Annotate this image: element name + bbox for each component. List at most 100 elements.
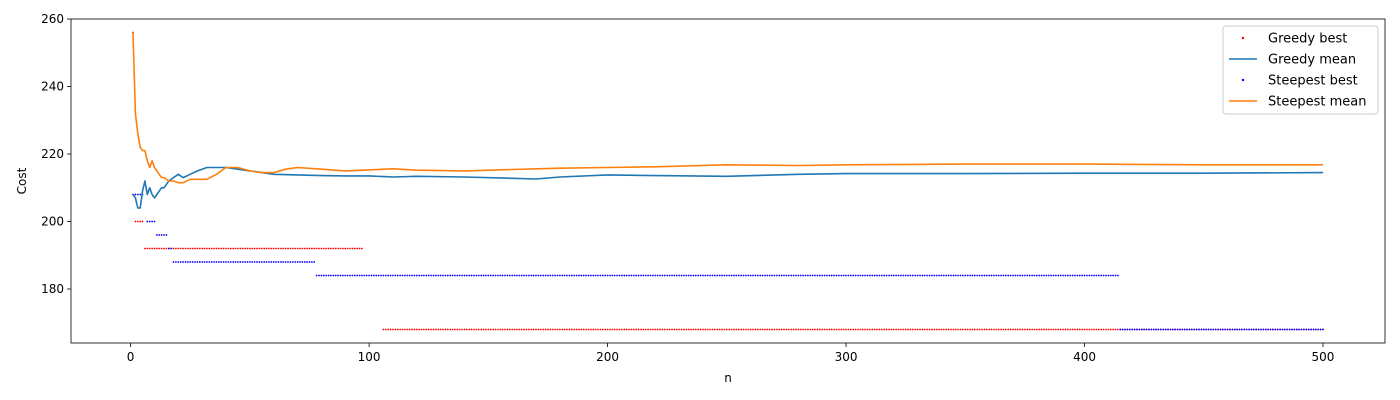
steepest-best-point <box>690 274 692 277</box>
steepest-best-point <box>151 220 154 223</box>
steepest-best-point <box>1121 328 1124 331</box>
steepest-best-point <box>625 274 628 277</box>
greedy-best-point <box>353 247 356 250</box>
steepest-best-point <box>396 274 399 277</box>
steepest-best-point <box>172 261 175 263</box>
steepest-best-point <box>530 274 533 277</box>
steepest-best-point <box>1000 274 1002 277</box>
steepest-best-point <box>525 274 528 277</box>
greedy-best-point <box>327 247 330 250</box>
steepest-best-point <box>835 274 838 277</box>
greedy-best-point <box>907 328 909 331</box>
greedy-best-point <box>315 247 318 250</box>
greedy-best-point <box>537 328 540 331</box>
steepest-best-point <box>451 274 454 277</box>
greedy-best-point <box>985 328 988 331</box>
greedy-best-point <box>673 328 676 331</box>
greedy-best-point <box>756 328 759 331</box>
steepest-best-point <box>1279 328 1281 331</box>
greedy-best-point <box>683 328 685 331</box>
greedy-best-point <box>1014 328 1017 331</box>
steepest-best-point <box>1219 328 1222 331</box>
greedy-best-point <box>396 328 399 331</box>
steepest-best-point <box>344 274 347 277</box>
greedy-best-point <box>191 247 194 250</box>
greedy-best-point <box>973 328 976 331</box>
greedy-best-point <box>232 247 235 250</box>
steepest-best-point <box>1181 328 1184 331</box>
steepest-best-point <box>1283 328 1286 331</box>
greedy-best-point <box>1090 328 1093 331</box>
steepest-best-point <box>454 274 456 277</box>
steepest-best-point <box>926 274 928 277</box>
steepest-best-point <box>408 274 411 277</box>
steepest-best-point <box>895 274 897 277</box>
steepest-best-point <box>814 274 816 277</box>
greedy-best-point <box>244 247 247 250</box>
greedy-best-point <box>439 328 442 331</box>
greedy-best-point <box>816 328 819 331</box>
greedy-best-point <box>625 328 628 331</box>
steepest-best-point <box>136 193 139 196</box>
greedy-best-point <box>582 328 585 331</box>
greedy-best-point <box>632 328 635 331</box>
steepest-best-point <box>449 274 452 277</box>
steepest-best-point <box>1212 328 1215 331</box>
greedy-best-point <box>1052 328 1055 331</box>
steepest-best-point <box>539 274 542 277</box>
steepest-best-point <box>222 261 225 263</box>
greedy-best-point <box>575 328 578 331</box>
greedy-best-point <box>549 328 552 331</box>
greedy-best-point <box>568 328 571 331</box>
greedy-best-point <box>845 328 847 331</box>
steepest-best-point <box>628 274 630 277</box>
steepest-best-point <box>616 274 618 277</box>
greedy-best-point <box>590 328 592 331</box>
steepest-best-point <box>444 274 447 277</box>
greedy-best-point <box>1100 328 1103 331</box>
steepest-best-point <box>167 247 170 250</box>
greedy-best-point <box>759 328 762 331</box>
greedy-best-point <box>945 328 948 331</box>
steepest-best-point <box>432 274 435 277</box>
steepest-best-point <box>950 274 952 277</box>
steepest-best-point <box>900 274 902 277</box>
steepest-best-point <box>542 274 545 277</box>
steepest-best-point <box>1040 274 1043 277</box>
greedy-best-point <box>406 328 409 331</box>
steepest-best-point <box>621 274 623 277</box>
steepest-best-point <box>1286 328 1289 331</box>
greedy-best-point <box>671 328 673 331</box>
steepest-best-point <box>1298 328 1300 331</box>
greedy-best-point <box>647 328 649 331</box>
steepest-best-point <box>342 274 344 277</box>
greedy-best-point <box>933 328 936 331</box>
greedy-best-point <box>153 247 156 250</box>
greedy-best-point <box>878 328 881 331</box>
greedy-best-point <box>265 247 268 250</box>
steepest-best-point <box>1117 274 1119 277</box>
steepest-best-point <box>1043 274 1045 277</box>
greedy-best-point <box>888 328 890 331</box>
steepest-best-point <box>225 261 227 263</box>
steepest-best-point <box>904 274 907 277</box>
steepest-best-point <box>771 274 773 277</box>
steepest-best-point <box>470 274 473 277</box>
steepest-best-point <box>675 274 678 277</box>
steepest-best-point <box>494 274 497 277</box>
steepest-best-point <box>1071 274 1074 277</box>
greedy-best-point <box>456 328 459 331</box>
steepest-best-point <box>1167 328 1169 331</box>
steepest-best-point <box>334 274 337 277</box>
steepest-best-point <box>1307 328 1310 331</box>
greedy-best-point <box>563 328 566 331</box>
greedy-best-point <box>904 328 907 331</box>
x-tick-label: 100 <box>358 350 381 364</box>
steepest-best-point <box>1241 328 1243 331</box>
steepest-best-point <box>466 274 468 277</box>
greedy-best-point <box>473 328 475 331</box>
greedy-best-point <box>1083 328 1086 331</box>
steepest-best-point <box>1317 328 1320 331</box>
steepest-best-point <box>659 274 661 277</box>
greedy-best-point <box>723 328 726 331</box>
